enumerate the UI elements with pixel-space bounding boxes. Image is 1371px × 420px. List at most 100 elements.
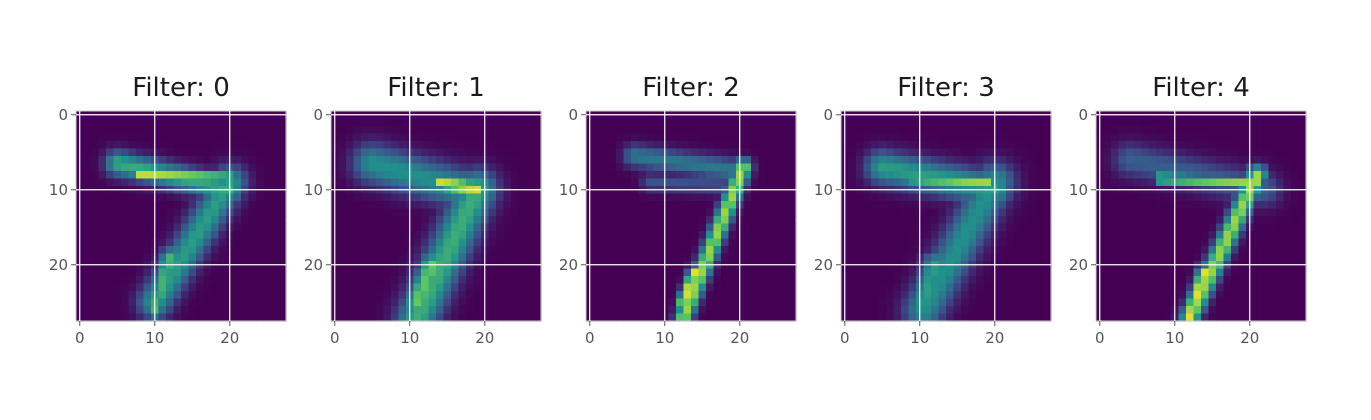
heatmap-cell: [1021, 238, 1030, 247]
heatmap-cell: [1186, 156, 1195, 165]
heatmap-cell: [1283, 291, 1292, 300]
heatmap-cell: [128, 276, 137, 285]
heatmap-cell: [1291, 313, 1300, 322]
heatmap-cell: [518, 201, 527, 210]
heatmap-cell: [721, 223, 730, 232]
heatmap-cell: [436, 201, 445, 210]
heatmap-cell: [601, 216, 610, 225]
heatmap-cell: [1111, 231, 1120, 240]
heatmap-cell: [1261, 276, 1270, 285]
heatmap-cell: [871, 306, 880, 315]
heatmap-cell: [1036, 306, 1045, 315]
heatmap-cell: [421, 148, 430, 157]
heatmap-cell: [241, 118, 250, 127]
heatmap-cell: [181, 268, 190, 277]
heatmap-cell: [781, 306, 790, 315]
heatmap-cell: [248, 291, 257, 300]
heatmap-cell: [1006, 133, 1015, 142]
heatmap-cell: [428, 283, 437, 292]
heatmap-cell: [263, 231, 272, 240]
heatmap-cell: [511, 276, 520, 285]
heatmap-cell: [616, 156, 625, 165]
heatmap-cell: [106, 118, 115, 127]
heatmap-cell: [1216, 298, 1225, 307]
heatmap-cell: [976, 141, 985, 150]
heatmap-cell: [121, 171, 130, 180]
heatmap-cell: [368, 201, 377, 210]
heatmap-cell: [383, 141, 392, 150]
y-tick-label: 0: [58, 106, 68, 124]
heatmap-cell: [503, 148, 512, 157]
heatmap-cell: [511, 298, 520, 307]
heatmap-cell: [706, 216, 715, 225]
heatmap-cell: [646, 223, 655, 232]
heatmap-cell: [1268, 148, 1277, 157]
heatmap-cell: [1186, 268, 1195, 277]
heatmap-cell: [1193, 118, 1202, 127]
heatmap-cell: [631, 231, 640, 240]
heatmap-cell: [91, 141, 100, 150]
heatmap-cell: [1231, 141, 1240, 150]
heatmap-cell: [518, 238, 527, 247]
heatmap-cell: [173, 276, 182, 285]
heatmap-cell: [953, 231, 962, 240]
heatmap-cell: [503, 223, 512, 232]
heatmap-cell: [631, 126, 640, 135]
heatmap-cell: [893, 118, 902, 127]
heatmap-cell: [1111, 298, 1120, 307]
heatmap-cell: [968, 178, 977, 187]
heatmap-cell: [1216, 283, 1225, 292]
heatmap-cell: [106, 268, 115, 277]
heatmap-cell: [436, 276, 445, 285]
heatmap-cell: [383, 231, 392, 240]
heatmap-cell: [931, 171, 940, 180]
heatmap-cell: [1103, 141, 1112, 150]
heatmap-cell: [248, 118, 257, 127]
heatmap-cell: [526, 141, 535, 150]
heatmap-cell: [271, 201, 280, 210]
heatmap-cell: [263, 313, 272, 322]
heatmap-cell: [143, 246, 152, 255]
heatmap-cell: [383, 216, 392, 225]
heatmap-cell: [263, 148, 272, 157]
heatmap-cell: [98, 291, 107, 300]
heatmap-cell: [1253, 313, 1262, 322]
heatmap-cell: [1216, 126, 1225, 135]
heatmap-cell: [1111, 276, 1120, 285]
heatmap-cell: [1126, 118, 1135, 127]
heatmap-cell: [473, 238, 482, 247]
heatmap-cell: [436, 133, 445, 142]
heatmap-cell: [121, 193, 130, 202]
heatmap-cell: [1193, 306, 1202, 315]
heatmap-cell: [241, 133, 250, 142]
heatmap-cell: [653, 253, 662, 262]
heatmap-cell: [353, 156, 362, 165]
heatmap-cell: [443, 118, 452, 127]
heatmap-cell: [188, 253, 197, 262]
heatmap-cell: [256, 178, 265, 187]
heatmap-cell: [1253, 306, 1262, 315]
heatmap-cell: [271, 171, 280, 180]
heatmap-cell: [338, 141, 347, 150]
heatmap-cell: [106, 238, 115, 247]
heatmap-cell: [458, 208, 467, 217]
heatmap-cell: [1148, 216, 1157, 225]
heatmap-cell: [1186, 201, 1195, 210]
heatmap-cell: [788, 231, 797, 240]
heatmap-cell: [203, 201, 212, 210]
heatmap-cell: [1126, 283, 1135, 292]
heatmap-cell: [751, 231, 760, 240]
heatmap-cell: [601, 276, 610, 285]
x-tick-label: 0: [330, 329, 340, 347]
heatmap-cell: [263, 238, 272, 247]
heatmap-cell: [248, 178, 257, 187]
heatmap-cell: [1253, 126, 1262, 135]
heatmap-cell: [533, 208, 542, 217]
heatmap-cell: [1238, 163, 1247, 172]
heatmap-cell: [128, 126, 137, 135]
heatmap-cell: [428, 223, 437, 232]
heatmap-cell: [961, 118, 970, 127]
heatmap-cell: [946, 253, 955, 262]
heatmap-cell: [961, 253, 970, 262]
heatmap-cell: [263, 283, 272, 292]
